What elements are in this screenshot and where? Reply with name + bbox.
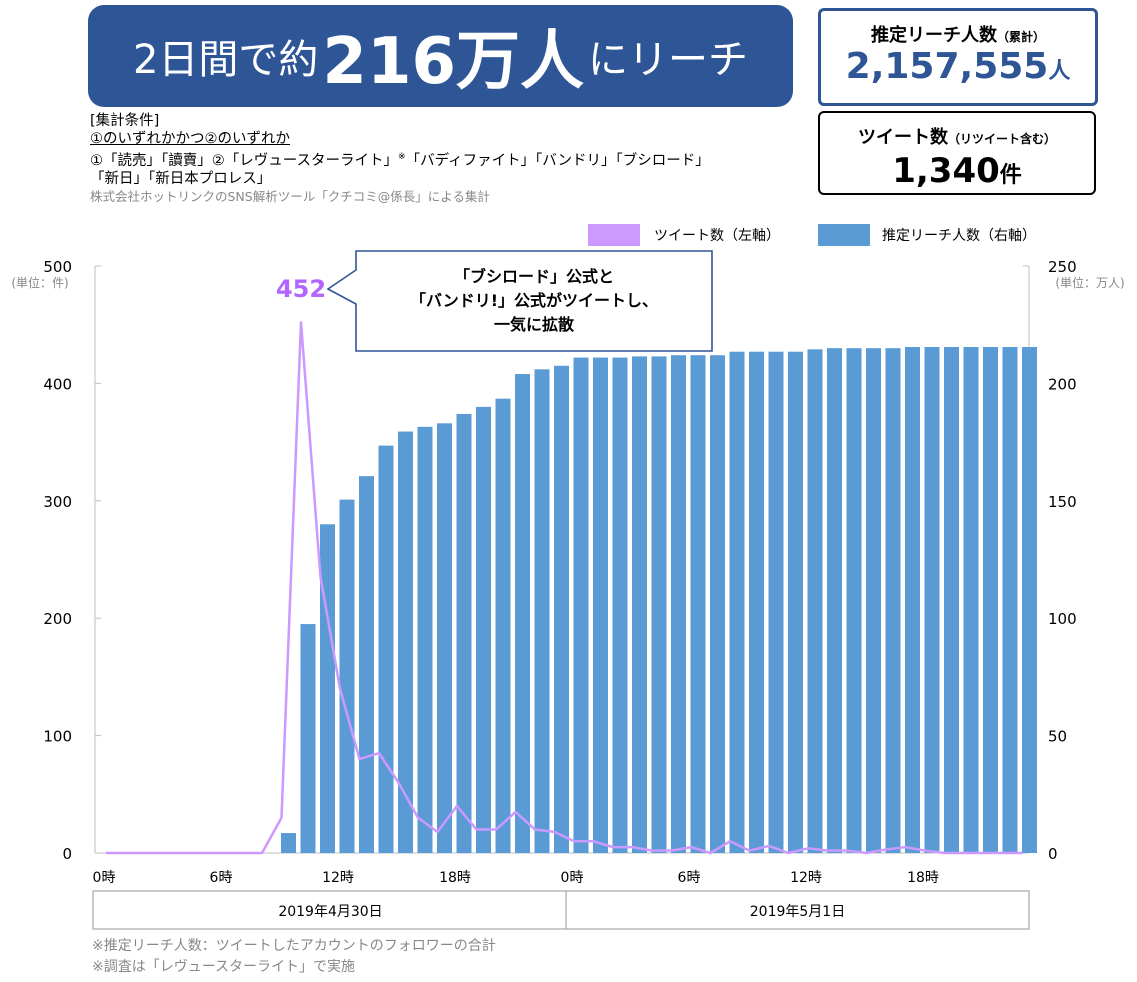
right-tick-label: 50: [1048, 728, 1067, 746]
reach-total-label: 推定リーチ人数（累計）: [870, 25, 1045, 46]
right-axis-unit: (単位：万人): [1055, 275, 1124, 290]
reach-bar: [807, 349, 823, 853]
reach-bar: [612, 357, 628, 853]
date-label-day1: 2019年4月30日: [278, 904, 382, 920]
x-tick-label: 6時: [210, 870, 233, 886]
left-tick-label: 0: [62, 845, 72, 863]
right-tick-label: 200: [1048, 375, 1077, 393]
reach-bar: [632, 356, 647, 853]
reach-total-box: 推定リーチ人数（累計） 2,157,555人: [818, 8, 1098, 106]
legend-swatch-reach: [818, 224, 870, 246]
tweet-total-value: 1,340件: [892, 151, 1022, 191]
conditions-keywords-2: 「新日」「新日本プロレス」: [90, 170, 272, 187]
left-tick-label: 400: [43, 375, 72, 393]
right-tick-label: 150: [1048, 493, 1077, 511]
footnote-reach: ※推定リーチ人数：ツイートしたアカウントのフォロワーの合計: [92, 938, 496, 954]
reach-bar: [690, 355, 706, 853]
reach-bar: [398, 431, 413, 853]
legend-swatch-tweets: [588, 224, 640, 246]
conditions-rule: ①のいずれかかつ②のいずれか: [90, 131, 290, 147]
left-tick-label: 100: [43, 728, 72, 746]
reach-bar: [671, 355, 686, 853]
reach-bar: [300, 624, 316, 853]
legend-label-tweets: ツイート数（左軸）: [654, 228, 780, 244]
collection-conditions: [集計条件] ①のいずれかかつ②のいずれか ①「読売」「讀賣」②「レヴュースター…: [90, 112, 710, 206]
peak-value-label: 452: [276, 275, 326, 303]
reach-bar: [924, 347, 940, 853]
tweet-total-label: ツイート数（リツイート含む）: [857, 127, 1056, 148]
headline-suffix: にリーチ: [588, 37, 749, 83]
headline-banner: 2日間で約 216万人 にリーチ: [88, 5, 793, 107]
right-tick-label: 250: [1048, 258, 1077, 276]
reach-bar: [963, 347, 979, 853]
x-tick-label: 6時: [678, 870, 701, 886]
reach-bar: [944, 347, 959, 853]
reach-bar: [593, 357, 608, 853]
footnotes: ※推定リーチ人数：ツイートしたアカウントのフォロワーの合計 ※調査は「レヴュース…: [92, 936, 496, 978]
right-tick-label: 0: [1048, 845, 1058, 863]
reach-bar: [339, 499, 355, 853]
reach-bar: [1002, 347, 1018, 853]
x-tick-label: 12時: [322, 870, 354, 886]
reach-bar: [378, 445, 394, 853]
reach-bar: [515, 374, 530, 853]
callout-text: 「ブシロード」公式と: [454, 267, 614, 286]
reach-bar: [885, 348, 901, 853]
x-tick-label: 0時: [93, 870, 116, 886]
reach-bar: [651, 356, 667, 853]
conditions-source: 株式会社ホットリンクのSNS解析ツール「クチコミ@係長」による集計: [90, 188, 490, 204]
headline-number: 216万人: [322, 25, 585, 99]
reach-bar: [554, 365, 569, 853]
callout-text: 一気に拡散: [494, 315, 575, 334]
reach-bar: [476, 406, 491, 853]
x-tick-label: 18時: [439, 870, 471, 886]
reach-bar: [768, 351, 784, 853]
footnote-survey: ※調査は「レヴュースターライト」で実施: [92, 959, 356, 975]
reach-bar: [866, 348, 881, 853]
left-tick-label: 300: [43, 493, 72, 511]
headline-prefix: 2日間で約: [132, 37, 319, 83]
reach-bar: [905, 347, 920, 853]
reach-bar: [437, 423, 452, 853]
reach-bar: [788, 351, 803, 853]
reach-total-value: 2,157,555人: [845, 46, 1071, 87]
left-axis-unit: (単位：件): [11, 275, 68, 290]
reach-bar: [534, 369, 550, 853]
callout-text: 「バンドリ!」公式がツイートし、: [410, 291, 658, 310]
reach-bar: [983, 347, 998, 853]
reach-bar: [495, 398, 511, 853]
tweet-total-box: ツイート数（リツイート含む） 1,340件: [818, 111, 1096, 195]
reach-bar: [749, 351, 764, 853]
reach-bar: [729, 351, 745, 853]
reach-bar: [359, 476, 374, 853]
reach-bar: [320, 524, 335, 853]
left-tick-label: 200: [43, 610, 72, 628]
reach-bar: [456, 413, 472, 853]
tweet-count-line: [106, 321, 1023, 855]
callout-box: [326, 250, 713, 352]
reach-bar: [281, 833, 296, 853]
reach-bar: [573, 357, 589, 853]
legend-label-reach: 推定リーチ人数（右軸）: [882, 228, 1036, 244]
reach-bar: [1022, 347, 1037, 853]
date-band: [92, 890, 1030, 930]
x-tick-label: 18時: [907, 870, 939, 886]
date-label-day2: 2019年5月1日: [750, 904, 845, 920]
reach-bar: [417, 426, 433, 853]
conditions-keywords: ①「読売」「讀賣」②「レヴュースターライト」※「バディファイト」「バンドリ」「ブ…: [90, 152, 710, 169]
x-tick-label: 0時: [561, 870, 584, 886]
reach-bar: [710, 355, 725, 853]
reach-bar: [846, 348, 862, 853]
left-tick-label: 500: [43, 258, 72, 276]
reach-bar: [827, 348, 842, 853]
right-tick-label: 100: [1048, 610, 1077, 628]
conditions-heading: [集計条件]: [90, 113, 160, 129]
x-tick-label: 12時: [790, 870, 822, 886]
